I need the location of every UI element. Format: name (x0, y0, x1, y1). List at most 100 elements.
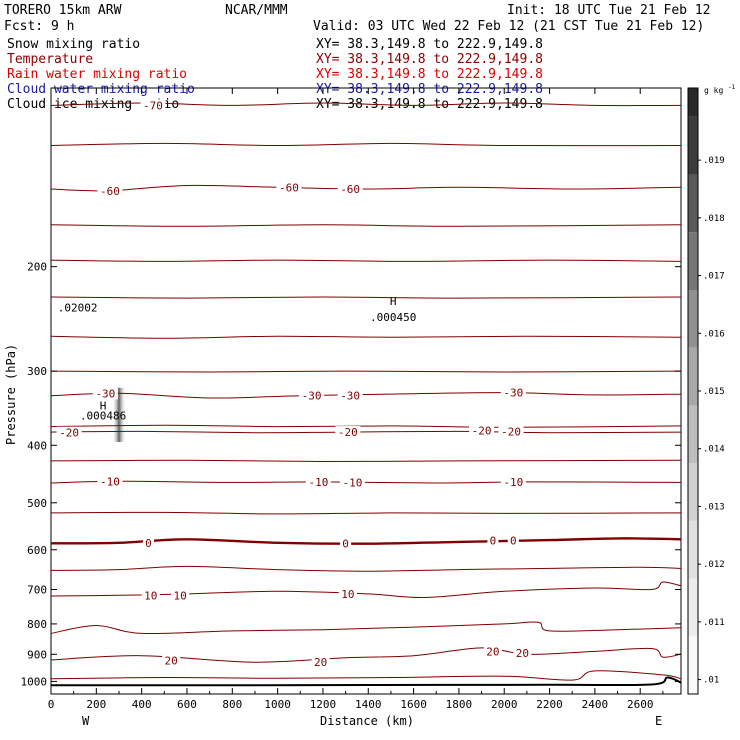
x-tick-label: 2000 (491, 698, 518, 711)
y-tick-label: 200 (27, 261, 47, 274)
isotherm-label: 10 (144, 589, 157, 602)
colorbar-tick-label: .019 (703, 156, 725, 166)
colorbar-tick-label: .017 (703, 272, 725, 282)
isotherm--50 (51, 259, 681, 262)
isotherm-label: -20 (501, 425, 521, 438)
x-axis-right-end-label: E (655, 714, 662, 728)
isotherm--40 (51, 335, 681, 339)
y-tick-label: 400 (27, 439, 47, 452)
y-tick-label: 1000 (21, 675, 48, 688)
isotherm-label-bg (513, 646, 532, 659)
isotherm-label: -60 (340, 183, 360, 196)
isotherm-label-bg (140, 99, 166, 112)
colorbar-tick-label: .012 (703, 560, 725, 570)
isotherm-label: -70 (143, 99, 163, 112)
colorbar-unit: g kg (704, 86, 723, 95)
isotherm-label-bg (92, 387, 118, 400)
colorbar-unit-exponent: -1 (728, 84, 736, 91)
max-annotation: H (390, 295, 397, 308)
isotherm-15 (51, 621, 681, 635)
field-xy: XY= 38.3,149.8 to 222.9,149.8 (316, 67, 543, 82)
isotherm-label: 10 (174, 589, 187, 602)
x-tick-label: 1600 (400, 698, 427, 711)
isotherm-label: 0 (145, 537, 152, 550)
isotherm-label: -20 (59, 427, 79, 440)
isotherm-label-bg (276, 181, 302, 194)
isotherm-label-bg (487, 534, 499, 547)
isotherm--15 (51, 459, 681, 463)
isotherm-label: 20 (164, 654, 177, 667)
isotherm-label: -10 (100, 475, 120, 488)
x-tick-label: 1800 (446, 698, 473, 711)
isotherm-label: -20 (338, 426, 358, 439)
colorbar-swatch (688, 520, 698, 579)
isotherm-label-bg (162, 654, 181, 667)
model-title: TORERO 15km ARW (4, 3, 122, 18)
isotherm--30 (51, 392, 681, 399)
isotherm-label-bg (311, 656, 330, 669)
isotherm-label-bg (500, 475, 526, 488)
colorbar-tick-label: .016 (703, 329, 725, 339)
isotherm--5 (51, 511, 681, 515)
field-name: Cloud ice mixing ratio (7, 97, 179, 112)
colorbar-swatch (688, 578, 698, 637)
colorbar-swatch (688, 636, 698, 694)
isotherm-label-bg (483, 645, 502, 658)
plot-area: -70 -60 -60 -60 -30 -30 -30 -30 -20 -20 -20 -20 -10 -… (51, 99, 681, 687)
valid-time: Valid: 03 UTC Wed 22 Feb 12 (21 CST Tue … (313, 19, 704, 34)
isotherm-label: 20 (516, 647, 529, 660)
isotherm-0 (51, 537, 681, 545)
colorbar-tick-label: .01 (703, 676, 719, 686)
x-tick-label: 600 (177, 698, 197, 711)
max-annotation: .000450 (370, 311, 416, 324)
isotherm-label-bg (171, 589, 190, 602)
field-name: Snow mixing ratio (7, 37, 140, 52)
isotherm-label-bg (337, 183, 363, 196)
field-name: Temperature (7, 52, 93, 67)
isotherm-label-bg (335, 426, 361, 439)
colorbar-tick-label: .013 (703, 502, 725, 512)
isotherm--25 (51, 424, 681, 428)
field-xy: XY= 38.3,149.8 to 222.9,149.8 (316, 82, 543, 97)
isotherm-label: -30 (95, 387, 115, 400)
field-xy: XY= 38.3,149.8 to 222.9,149.8 (316, 37, 543, 52)
isotherm-label-bg (507, 534, 519, 547)
isotherm-20 (51, 647, 681, 663)
terrain-line (51, 676, 681, 687)
isotherm-label-bg (97, 184, 123, 197)
isotherm-label-bg (498, 425, 524, 438)
isotherm--35 (51, 370, 681, 373)
x-tick-label: 2400 (582, 698, 609, 711)
isotherm-label: -20 (472, 425, 492, 438)
isotherm--60 (51, 184, 681, 192)
colorbar-swatch (688, 347, 698, 406)
isotherm-5 (51, 565, 681, 572)
isotherm-label-bg (338, 587, 357, 600)
isotherm--45 (51, 296, 681, 299)
isotherm-label-bg (469, 424, 495, 437)
isotherm-label: 0 (490, 535, 497, 548)
isotherm-label-bg (56, 426, 82, 439)
field-legend: Snow mixing ratio XY= 38.3,149.8 to 222.9… (7, 37, 543, 112)
init-time: Init: 18 UTC Tue 21 Feb 12 (507, 3, 711, 18)
colorbar-swatch (688, 174, 698, 233)
x-tick-label: 2200 (536, 698, 563, 711)
x-tick-label: 0 (48, 698, 55, 711)
isotherm-label: -10 (503, 476, 523, 489)
isotherm--20 (51, 430, 681, 434)
isotherm-label: -60 (279, 181, 299, 194)
field-xy: XY= 38.3,149.8 to 222.9,149.8 (316, 52, 543, 67)
colorbar-tick-label: .015 (703, 387, 725, 397)
x-axis-label: Distance (km) (320, 714, 414, 728)
isotherm-label-bg (299, 389, 325, 402)
isotherm-label-bg (142, 536, 154, 549)
isotherm-label-bg (500, 386, 526, 399)
isotherm-label-bg (340, 537, 352, 550)
colorbar-tick-label: .011 (703, 618, 725, 628)
colorbar-swatch (688, 405, 698, 464)
isotherm-label: -10 (308, 476, 328, 489)
plot-frame (50, 87, 682, 695)
y-axis-label: Pressure (hPa) (4, 344, 18, 445)
colorbar-frame (687, 87, 699, 695)
